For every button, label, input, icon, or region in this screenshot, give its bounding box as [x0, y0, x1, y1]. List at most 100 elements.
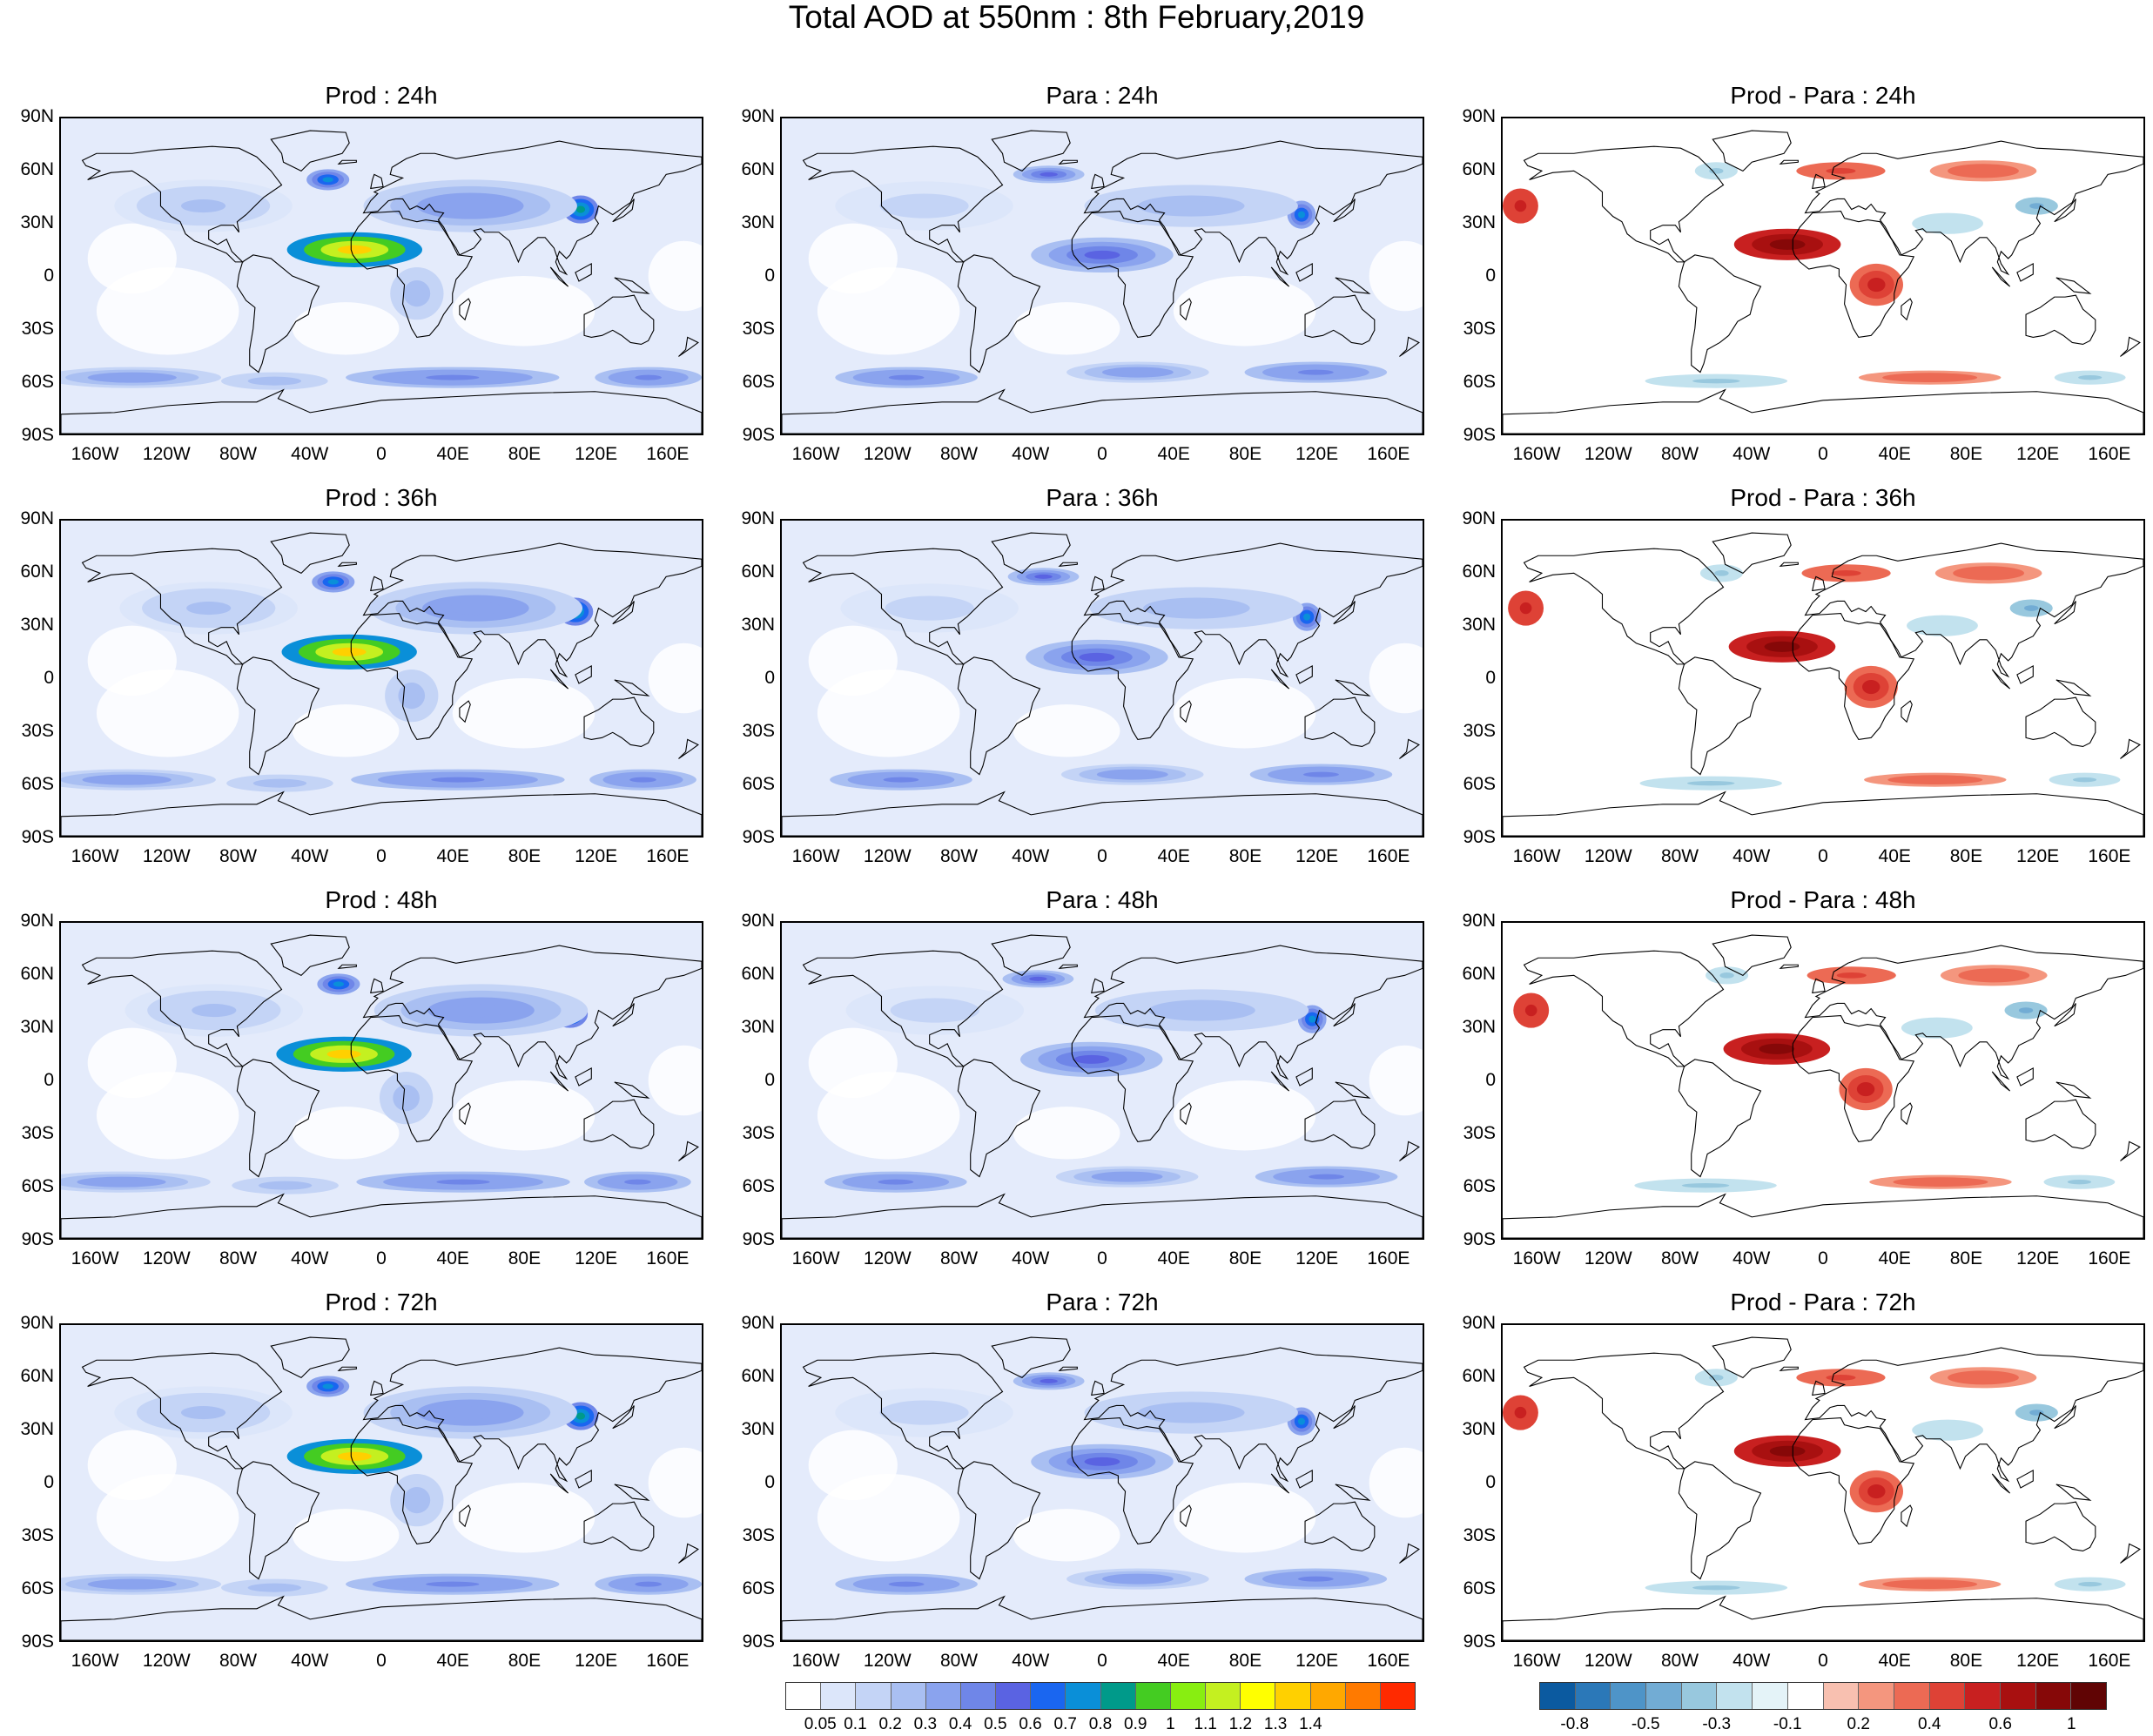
low-aod-patch — [808, 1430, 898, 1501]
coastline — [1399, 336, 1420, 357]
latitude-label: 90S — [21, 1229, 54, 1249]
longitude-label: 0 — [1818, 444, 1828, 464]
coastline — [1779, 562, 1799, 568]
coastline — [1503, 791, 2143, 836]
coastline — [1333, 198, 1356, 223]
aerosol-plume — [888, 1581, 925, 1587]
coastline — [270, 532, 350, 574]
aerosol-plume — [629, 777, 656, 783]
panel-title: Para : 36h — [1046, 484, 1159, 511]
longitude-label: 0 — [1818, 1651, 1828, 1671]
coastline — [1270, 1473, 1290, 1494]
coastline — [1083, 542, 1423, 678]
colorbar-swatch — [1894, 1683, 1930, 1709]
longitude-label: 40E — [436, 1651, 469, 1671]
longitude-label: 0 — [1097, 444, 1107, 464]
coastline — [1792, 613, 1915, 741]
latitude-label: 0 — [1485, 1472, 1496, 1492]
aerosol-plume — [888, 374, 925, 380]
coastline — [2054, 601, 2076, 625]
coastline — [802, 950, 1004, 1067]
longitude-label: 40W — [291, 444, 329, 464]
longitude-label: 160E — [646, 1651, 690, 1671]
coastline — [1804, 945, 2143, 1080]
coastline — [614, 277, 650, 294]
coastline — [583, 1099, 655, 1149]
longitude-label: 120W — [142, 1651, 191, 1671]
longitude-label: 40E — [436, 846, 469, 866]
aerosol-plume — [322, 177, 333, 183]
longitude-label: 80E — [508, 1651, 542, 1671]
coastline — [612, 1405, 635, 1430]
coastline — [1091, 575, 1105, 592]
longitude-label: 80E — [1949, 1248, 1983, 1268]
coastline — [81, 145, 283, 263]
latitude-label: 30N — [20, 615, 54, 635]
aerosol-plume — [1297, 1417, 1306, 1425]
low-aod-patch — [808, 625, 898, 696]
colorbar-label: -0.3 — [1702, 1715, 1732, 1733]
aerosol-plume — [405, 689, 419, 703]
latitude-label: 60S — [21, 1578, 54, 1598]
aod-colorbar — [785, 1682, 1416, 1710]
colorbar-label: 1.3 — [1263, 1715, 1288, 1733]
aerosol-plume — [1759, 1043, 1795, 1054]
panel-title: Prod : 48h — [325, 886, 438, 913]
coastline — [459, 700, 471, 723]
coastline — [270, 130, 350, 172]
aerosol-plume — [1935, 219, 1960, 227]
coastline — [270, 934, 350, 976]
coastline — [61, 1193, 702, 1238]
coastline — [459, 1504, 471, 1528]
aerosol-plume — [1714, 569, 1729, 576]
longitude-label: 120E — [575, 444, 618, 464]
coastline — [614, 1081, 650, 1099]
aerosol-plume — [1034, 574, 1053, 579]
coastline — [1901, 1102, 1913, 1126]
aerosol-plume — [1916, 1179, 1965, 1185]
coastline — [1091, 1380, 1105, 1396]
longitude-label: 40W — [1012, 1651, 1050, 1671]
longitude-label: 120E — [575, 1248, 618, 1268]
coastline — [2025, 294, 2096, 345]
latitude-label: 30N — [1462, 212, 1496, 232]
aerosol-plume — [1836, 972, 1867, 979]
coastline — [1335, 277, 1371, 294]
coastline — [1503, 1193, 2143, 1238]
coastline — [1058, 964, 1078, 970]
coastline — [1304, 1099, 1376, 1149]
latitude-label: 30S — [742, 721, 775, 741]
coastline — [236, 254, 320, 373]
longitude-label: 160E — [1367, 1248, 1410, 1268]
panel-title: Prod - Para : 72h — [1730, 1289, 1916, 1315]
aerosol-plume — [1906, 1581, 1954, 1587]
aerosol-plume — [332, 647, 367, 656]
coastline — [549, 1473, 569, 1494]
aerosol-plume — [1039, 1378, 1058, 1383]
aerosol-plume — [1764, 641, 1800, 652]
coastline — [549, 266, 569, 287]
para-field-map — [782, 1325, 1423, 1640]
colorbar-swatch — [821, 1683, 857, 1709]
coastline — [236, 1059, 320, 1178]
colorbar-label: 1 — [1166, 1715, 1175, 1733]
low-aod-patch — [1173, 276, 1316, 347]
longitude-label: 80E — [1228, 846, 1262, 866]
aerosol-plume — [98, 1179, 145, 1185]
longitude-label: 40E — [1878, 1651, 1911, 1671]
aerosol-plume — [1681, 1182, 1730, 1188]
low-aod-patch — [1013, 1509, 1120, 1562]
latitude-label: 90S — [21, 1632, 54, 1652]
latitude-label: 60N — [1462, 562, 1496, 582]
longitude-label: 160W — [791, 1248, 840, 1268]
coastline — [1335, 1484, 1371, 1501]
coastline — [1180, 1102, 1192, 1126]
aerosol-plume — [261, 1585, 288, 1591]
longitude-label: 80W — [939, 846, 979, 866]
aerosol-plume — [337, 245, 372, 254]
coastline — [337, 964, 357, 970]
coastline — [1678, 656, 1762, 776]
coastline — [61, 388, 702, 434]
coastline — [575, 665, 592, 684]
latitude-label: 90N — [1462, 911, 1496, 931]
